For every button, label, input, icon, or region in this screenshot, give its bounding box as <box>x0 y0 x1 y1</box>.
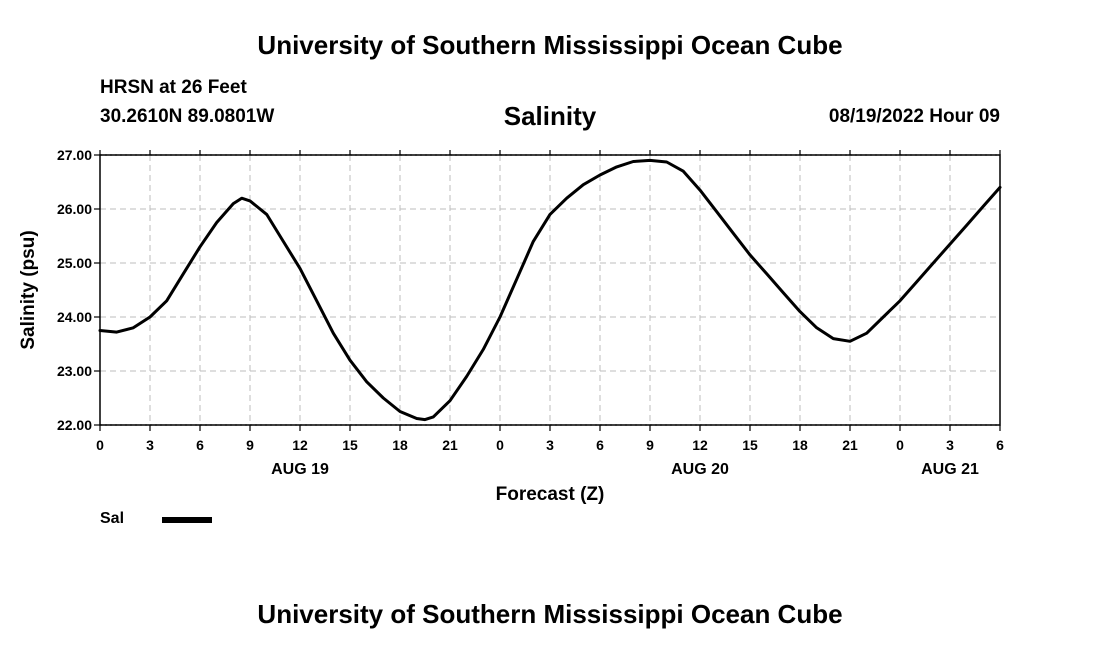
chart-ticks <box>94 150 1001 431</box>
page-title: University of Southern Mississippi Ocean… <box>257 30 843 60</box>
x-tick-label: 18 <box>792 437 808 453</box>
forecast-datetime: 08/19/2022 Hour 09 <box>828 106 1000 127</box>
y-axis-label: Salinity (psu) <box>18 230 39 349</box>
x-tick-label: 18 <box>392 437 408 453</box>
y-tick-label: 22.00 <box>57 417 92 433</box>
series-layer <box>98 158 1002 422</box>
chart-labels: 22.00 23.00 24.00 25.00 26.00 27.00 0 3 6 9 12 15 18… <box>18 147 1004 505</box>
legend-label: Sal <box>100 510 125 527</box>
x-tick-label: 3 <box>146 437 154 453</box>
x-tick-label: 0 <box>496 437 504 453</box>
y-tick-label: 25.00 <box>57 255 92 271</box>
x-date-label: AUG 20 <box>671 461 729 478</box>
x-tick-label: 15 <box>742 437 758 453</box>
y-tick-label: 23.00 <box>57 363 92 379</box>
x-tick-label: 3 <box>546 437 554 453</box>
x-tick-label: 12 <box>292 437 308 453</box>
x-tick-label: 6 <box>596 437 604 453</box>
x-tick-label: 0 <box>896 437 904 453</box>
x-tick-label: 9 <box>246 437 254 453</box>
x-tick-label: 15 <box>342 437 358 453</box>
y-tick-label: 27.00 <box>57 147 92 163</box>
x-tick-label: 3 <box>946 437 954 453</box>
x-tick-label: 12 <box>692 437 708 453</box>
x-tick-label: 21 <box>842 437 858 453</box>
y-tick-label: 24.00 <box>57 309 92 325</box>
x-date-label: AUG 19 <box>271 461 329 478</box>
chart-title: Salinity <box>503 101 597 131</box>
footer-title: University of Southern Mississippi Ocean… <box>257 599 843 629</box>
station-coordinates: 30.2610N 89.0801W <box>100 106 275 127</box>
x-tick-label: 6 <box>996 437 1004 453</box>
series-line-sal <box>98 158 1002 422</box>
station-label: HRSN at 26 Feet <box>100 77 247 98</box>
x-tick-label: 0 <box>96 437 104 453</box>
x-tick-label: 6 <box>196 437 204 453</box>
x-axis-label: Forecast (Z) <box>496 484 605 505</box>
y-tick-label: 26.00 <box>57 201 92 217</box>
plot-frame <box>99 154 1001 426</box>
x-date-label: AUG 21 <box>921 461 979 478</box>
legend-swatch <box>162 517 212 523</box>
chart-gridlines <box>100 154 1000 426</box>
x-tick-label: 21 <box>442 437 458 453</box>
x-tick-label: 9 <box>646 437 654 453</box>
